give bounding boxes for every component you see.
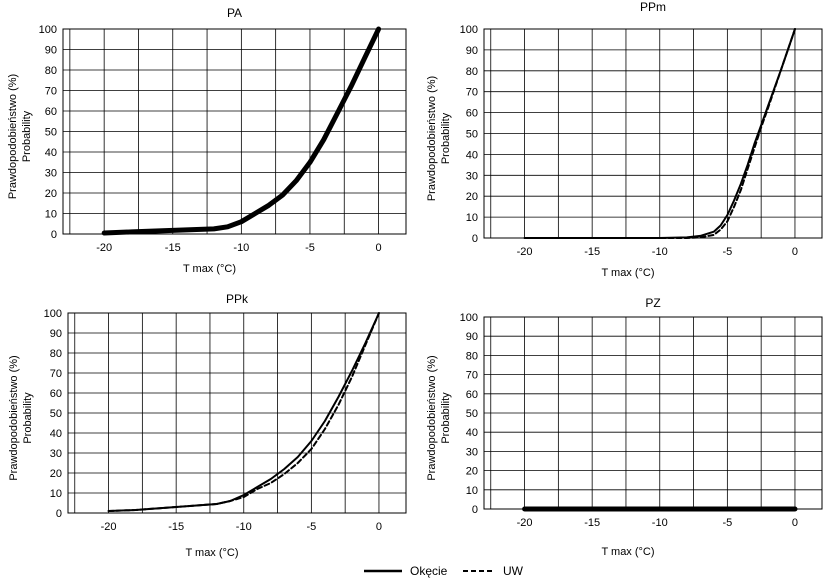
y-tick-label: 50 bbox=[45, 127, 57, 139]
y-axis-label-line1: Prawdopodobieństwo (%) bbox=[8, 355, 20, 480]
series-line-okecie bbox=[101, 26, 382, 236]
y-tick-label: 30 bbox=[50, 448, 62, 460]
x-tick-label: -20 bbox=[517, 517, 533, 529]
y-tick-label: 50 bbox=[466, 129, 478, 141]
x-axis-label: T max (°C) bbox=[183, 263, 236, 275]
y-tick-label: 10 bbox=[466, 485, 478, 497]
y-tick-label: 50 bbox=[50, 408, 62, 420]
y-tick-label: 80 bbox=[466, 350, 478, 362]
y-axis-label-line1: Prawdopodobieństwo (%) bbox=[426, 355, 438, 480]
x-tick-label: -5 bbox=[305, 242, 315, 254]
panel-pa: 0 10 20 30 40 50 60 70 80 90 100 -20 -15 -10 -5 0 PA T ma… bbox=[7, 6, 407, 275]
y-tick-label: 0 bbox=[472, 504, 478, 516]
y-tick-label: 60 bbox=[45, 106, 57, 118]
x-tick-label: 0 bbox=[792, 517, 798, 529]
y-tick-label: 20 bbox=[466, 466, 478, 478]
x-tick-label: -5 bbox=[306, 521, 316, 533]
y-axis-label: Prawdopodobieństwo (%) Probability bbox=[426, 76, 452, 201]
legend: Okęcie UW bbox=[364, 564, 524, 578]
y-tick-label: 70 bbox=[466, 370, 478, 382]
y-tick-label: 30 bbox=[466, 446, 478, 458]
y-tick-label: 100 bbox=[460, 312, 478, 324]
y-tick-label: 60 bbox=[466, 108, 478, 120]
x-tick-label: 0 bbox=[376, 521, 382, 533]
y-tick-label: 0 bbox=[51, 229, 57, 241]
legend-okecie-label: Okęcie bbox=[410, 564, 448, 578]
y-tick-label: 20 bbox=[466, 191, 478, 203]
y-tick-label: 40 bbox=[466, 427, 478, 439]
y-tick-label: 90 bbox=[466, 45, 478, 57]
y-tick-label: 90 bbox=[50, 328, 62, 340]
chart-title: PZ bbox=[645, 296, 660, 310]
y-tick-label: 70 bbox=[45, 86, 57, 98]
y-axis-label-line2: Probability bbox=[21, 110, 33, 162]
y-tick-label: 10 bbox=[466, 212, 478, 224]
x-tick-label: -20 bbox=[101, 521, 117, 533]
series-line-uw bbox=[107, 312, 380, 512]
x-tick-label: -5 bbox=[722, 517, 732, 529]
y-tick-label: 70 bbox=[50, 368, 62, 380]
y-tick-label: 90 bbox=[466, 331, 478, 343]
panel-ppm: 0 10 20 30 40 50 60 70 80 90 100 -20 -15 -10 -5 0 PPm T m… bbox=[426, 0, 823, 279]
y-tick-label: 80 bbox=[466, 66, 478, 78]
y-tick-label: 10 bbox=[45, 209, 57, 221]
x-axis-label: T max (°C) bbox=[185, 547, 238, 559]
y-tick-label: 40 bbox=[466, 149, 478, 161]
y-tick-label: 40 bbox=[45, 147, 57, 159]
chart-title: PA bbox=[227, 6, 242, 20]
y-tick-label: 80 bbox=[50, 348, 62, 360]
y-tick-label: 0 bbox=[56, 508, 62, 520]
y-axis-label-line2: Probability bbox=[440, 112, 452, 164]
y-tick-label: 80 bbox=[45, 65, 57, 77]
y-tick-label: 40 bbox=[50, 428, 62, 440]
y-axis-label-line2: Probability bbox=[440, 392, 452, 444]
y-tick-label: 0 bbox=[472, 233, 478, 245]
x-tick-label: 0 bbox=[792, 246, 798, 258]
y-axis-label-line1: Prawdopodobieństwo (%) bbox=[426, 76, 438, 201]
y-tick-label: 20 bbox=[45, 188, 57, 200]
panel-ppk: 0 10 20 30 40 50 60 70 80 90 100 -20 -15 -10 -5 0 PPk T m… bbox=[8, 292, 407, 559]
y-axis-label-line2: Probability bbox=[22, 392, 34, 444]
y-tick-label: 100 bbox=[460, 24, 478, 36]
x-axis-label: T max (°C) bbox=[601, 267, 654, 279]
y-axis-label: Prawdopodobieństwo (%) Probability bbox=[7, 74, 33, 199]
x-tick-label: -15 bbox=[168, 521, 184, 533]
y-tick-label: 60 bbox=[466, 389, 478, 401]
x-tick-label: -10 bbox=[236, 521, 252, 533]
x-axis-label: T max (°C) bbox=[601, 546, 654, 558]
x-tick-label: 0 bbox=[375, 242, 381, 254]
x-tick-label: -10 bbox=[652, 517, 668, 529]
x-tick-label: -20 bbox=[96, 242, 112, 254]
y-axis-label-line1: Prawdopodobieństwo (%) bbox=[7, 74, 19, 199]
series-line-uw bbox=[523, 28, 796, 239]
x-tick-label: -15 bbox=[165, 242, 181, 254]
x-tick-label: -10 bbox=[652, 246, 668, 258]
y-tick-label: 100 bbox=[44, 308, 62, 320]
y-tick-label: 90 bbox=[45, 45, 57, 57]
x-tick-label: -15 bbox=[584, 517, 600, 529]
x-tick-label: -10 bbox=[233, 242, 249, 254]
chart-title: PPm bbox=[640, 0, 666, 14]
y-tick-label: 100 bbox=[39, 24, 57, 36]
y-tick-label: 20 bbox=[50, 468, 62, 480]
x-tick-label: -20 bbox=[517, 246, 533, 258]
chart-title: PPk bbox=[226, 292, 249, 306]
x-tick-label: -15 bbox=[584, 246, 600, 258]
x-tick-label: -5 bbox=[722, 246, 732, 258]
y-tick-label: 60 bbox=[50, 388, 62, 400]
y-tick-label: 50 bbox=[466, 408, 478, 420]
legend-uw-label: UW bbox=[503, 564, 524, 578]
y-tick-label: 10 bbox=[50, 488, 62, 500]
y-axis-label: Prawdopodobieństwo (%) Probability bbox=[426, 355, 452, 480]
y-tick-label: 30 bbox=[45, 168, 57, 180]
y-tick-label: 30 bbox=[466, 170, 478, 182]
y-tick-label: 70 bbox=[466, 87, 478, 99]
panel-pz: 0 10 20 30 40 50 60 70 80 90 100 -20 -15 -10 -5 0 PZ T ma… bbox=[426, 296, 823, 558]
y-axis-label: Prawdopodobieństwo (%) Probability bbox=[8, 355, 34, 480]
